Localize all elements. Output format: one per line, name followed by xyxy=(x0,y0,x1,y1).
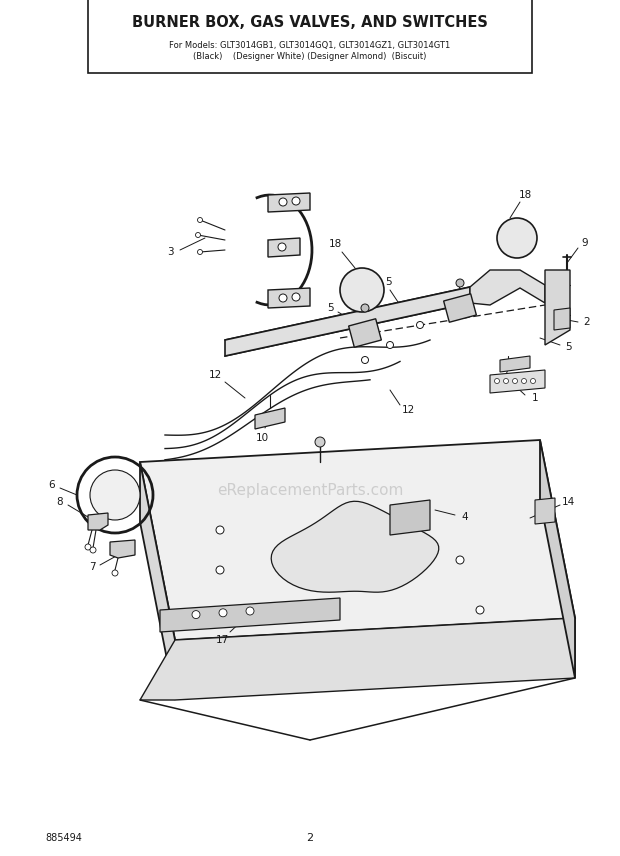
Polygon shape xyxy=(444,294,476,322)
Polygon shape xyxy=(88,513,108,530)
Text: 9: 9 xyxy=(582,238,588,248)
Polygon shape xyxy=(540,440,575,678)
Text: 11: 11 xyxy=(494,381,507,391)
Circle shape xyxy=(456,279,464,287)
Circle shape xyxy=(216,526,224,534)
Circle shape xyxy=(361,356,368,364)
Text: 5: 5 xyxy=(485,277,491,287)
Circle shape xyxy=(198,217,203,223)
Circle shape xyxy=(497,218,537,258)
Text: 14: 14 xyxy=(561,497,575,507)
Text: 6: 6 xyxy=(49,480,55,490)
Text: 13: 13 xyxy=(319,534,332,544)
Circle shape xyxy=(246,607,254,615)
Text: 18: 18 xyxy=(329,239,342,249)
Circle shape xyxy=(192,610,200,619)
Circle shape xyxy=(112,570,118,576)
Circle shape xyxy=(195,233,200,237)
Polygon shape xyxy=(271,502,439,592)
Polygon shape xyxy=(490,370,545,393)
Circle shape xyxy=(513,378,518,383)
Polygon shape xyxy=(554,308,570,330)
Circle shape xyxy=(361,304,369,312)
Circle shape xyxy=(315,437,325,447)
Circle shape xyxy=(476,606,484,614)
Circle shape xyxy=(85,544,91,550)
Text: 5: 5 xyxy=(327,303,334,313)
Polygon shape xyxy=(140,462,175,700)
Text: 8: 8 xyxy=(56,497,63,507)
Circle shape xyxy=(531,378,536,383)
Circle shape xyxy=(503,378,508,383)
Polygon shape xyxy=(268,193,310,212)
Circle shape xyxy=(521,378,526,383)
Circle shape xyxy=(279,294,287,302)
Circle shape xyxy=(279,198,287,206)
Text: 12: 12 xyxy=(401,405,415,415)
Text: eReplacementParts.com: eReplacementParts.com xyxy=(217,483,403,497)
Polygon shape xyxy=(140,618,575,700)
Circle shape xyxy=(495,378,500,383)
Text: 5: 5 xyxy=(565,342,571,352)
Polygon shape xyxy=(268,288,310,308)
Polygon shape xyxy=(535,498,555,524)
Polygon shape xyxy=(268,238,300,257)
Circle shape xyxy=(417,322,423,329)
Circle shape xyxy=(216,566,224,574)
Polygon shape xyxy=(470,270,545,305)
Text: 17: 17 xyxy=(215,635,229,645)
Text: 4: 4 xyxy=(462,512,468,522)
Circle shape xyxy=(219,609,227,617)
Text: 10: 10 xyxy=(255,433,268,443)
Circle shape xyxy=(198,249,203,254)
Text: 18: 18 xyxy=(518,190,531,200)
Text: (Black)    (Designer White) (Designer Almond)  (Biscuit): (Black) (Designer White) (Designer Almon… xyxy=(193,51,427,61)
Polygon shape xyxy=(225,287,470,356)
Polygon shape xyxy=(140,440,575,640)
Circle shape xyxy=(90,547,96,553)
Polygon shape xyxy=(255,408,285,429)
Text: 5: 5 xyxy=(384,277,391,287)
Polygon shape xyxy=(545,270,570,345)
Text: 7: 7 xyxy=(89,562,95,572)
Text: BURNER BOX, GAS VALVES, AND SWITCHES: BURNER BOX, GAS VALVES, AND SWITCHES xyxy=(132,15,488,29)
Circle shape xyxy=(292,197,300,205)
Circle shape xyxy=(292,293,300,301)
Circle shape xyxy=(340,268,384,312)
Circle shape xyxy=(278,243,286,251)
Polygon shape xyxy=(110,540,135,558)
Text: 1: 1 xyxy=(532,393,538,403)
Text: 12: 12 xyxy=(208,370,221,380)
Text: 2: 2 xyxy=(306,833,314,843)
Polygon shape xyxy=(500,356,530,372)
Circle shape xyxy=(386,342,394,348)
Text: 885494: 885494 xyxy=(45,833,82,843)
Polygon shape xyxy=(390,500,430,535)
Text: For Models: GLT3014GB1, GLT3014GQ1, GLT3014GZ1, GLT3014GT1: For Models: GLT3014GB1, GLT3014GQ1, GLT3… xyxy=(169,40,451,50)
Text: 3: 3 xyxy=(167,247,174,257)
Circle shape xyxy=(90,470,140,520)
Text: 2: 2 xyxy=(583,317,590,327)
Circle shape xyxy=(396,506,404,514)
Polygon shape xyxy=(348,318,381,348)
Circle shape xyxy=(456,556,464,564)
Polygon shape xyxy=(160,598,340,632)
